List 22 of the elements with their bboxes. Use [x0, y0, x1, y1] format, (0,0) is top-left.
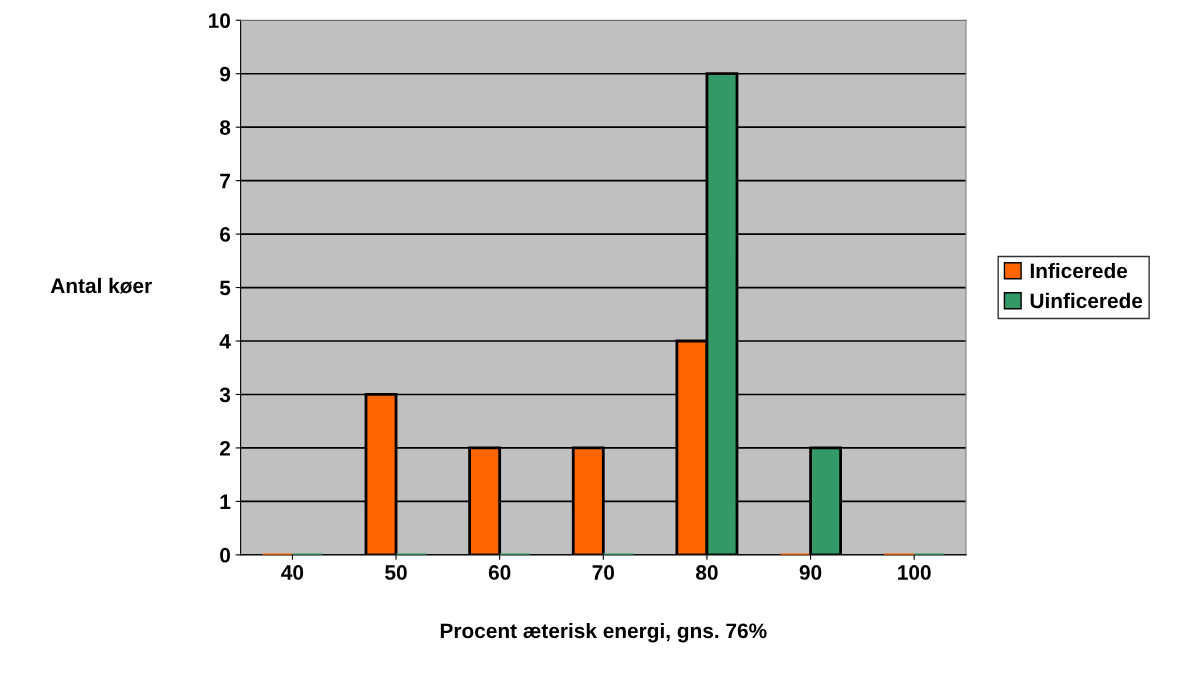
y-tick-label: 8 — [219, 120, 231, 135]
y-tick-label: 5 — [219, 280, 231, 296]
y-tick-label: 7 — [220, 173, 230, 189]
y-tick-label: 6 — [220, 227, 231, 242]
x-tick-label: 50 — [385, 565, 407, 580]
y-tick-label: 3 — [219, 387, 231, 403]
y-tick-label: 10 — [209, 13, 231, 28]
y-tick-label: 2 — [220, 440, 231, 456]
x-tick-label: 70 — [592, 565, 615, 580]
x-tick-label: 80 — [696, 565, 718, 580]
y-tick-label: 9 — [220, 66, 231, 82]
y-axis-title: Antal køer — [50, 277, 152, 294]
y-tick-label: 1 — [220, 494, 231, 509]
x-tick-label: 90 — [799, 565, 822, 580]
y-tick-label: 0 — [220, 547, 231, 563]
x-axis-title: Procent æterisk energi, gns. 76% — [440, 622, 767, 643]
x-tick-label: 40 — [281, 565, 304, 580]
x-tick-label: 60 — [488, 565, 511, 580]
legend-label: Inficerede — [1030, 262, 1128, 279]
x-tick-label: 100 — [898, 565, 931, 580]
y-tick-label: 4 — [219, 334, 231, 349]
legend-label: Uinficerede — [1030, 292, 1143, 309]
